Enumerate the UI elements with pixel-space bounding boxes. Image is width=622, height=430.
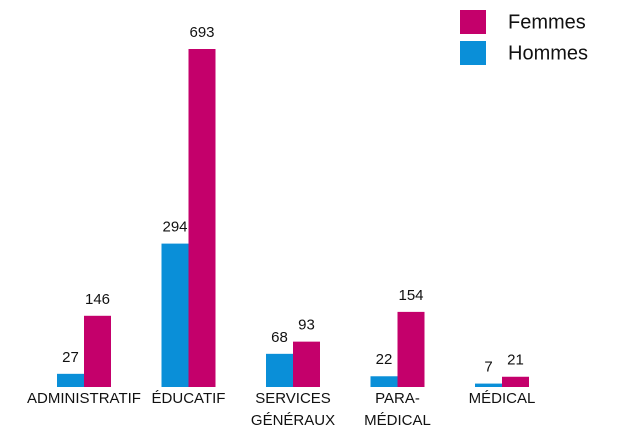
- bar: [502, 376, 529, 387]
- value-label: 294: [162, 219, 187, 236]
- value-label: 146: [85, 291, 110, 308]
- bar: [57, 373, 84, 387]
- value-label: 21: [507, 352, 524, 369]
- value-label: 154: [398, 287, 423, 304]
- value-label: 22: [376, 351, 393, 368]
- legend-swatch: [460, 41, 486, 65]
- legend-label: Hommes: [508, 42, 588, 64]
- bar: [161, 243, 189, 387]
- value-label: 693: [189, 24, 214, 41]
- value-label: 27: [62, 349, 79, 366]
- legend-swatch: [460, 10, 486, 34]
- x-tick-label: MÉDICAL: [364, 412, 431, 429]
- bar: [84, 315, 111, 387]
- x-tick-label: GÉNÉRAUX: [251, 412, 335, 429]
- x-tick-label: MÉDICAL: [469, 390, 536, 407]
- bar: [370, 376, 398, 387]
- x-tick-label: ADMINISTRATIF: [27, 390, 141, 407]
- value-label: 93: [298, 317, 315, 334]
- value-label: 68: [271, 329, 288, 346]
- bar: [475, 383, 502, 387]
- legend-label: Femmes: [508, 11, 586, 33]
- x-tick-label: PARA-: [375, 390, 420, 407]
- bar: [397, 311, 425, 387]
- bar: [293, 341, 320, 387]
- x-tick-label: ÉDUCATIF: [152, 390, 226, 407]
- bar: [188, 49, 216, 387]
- x-tick-label: SERVICES: [255, 390, 331, 407]
- value-label: 7: [484, 359, 492, 376]
- bar: [266, 353, 293, 387]
